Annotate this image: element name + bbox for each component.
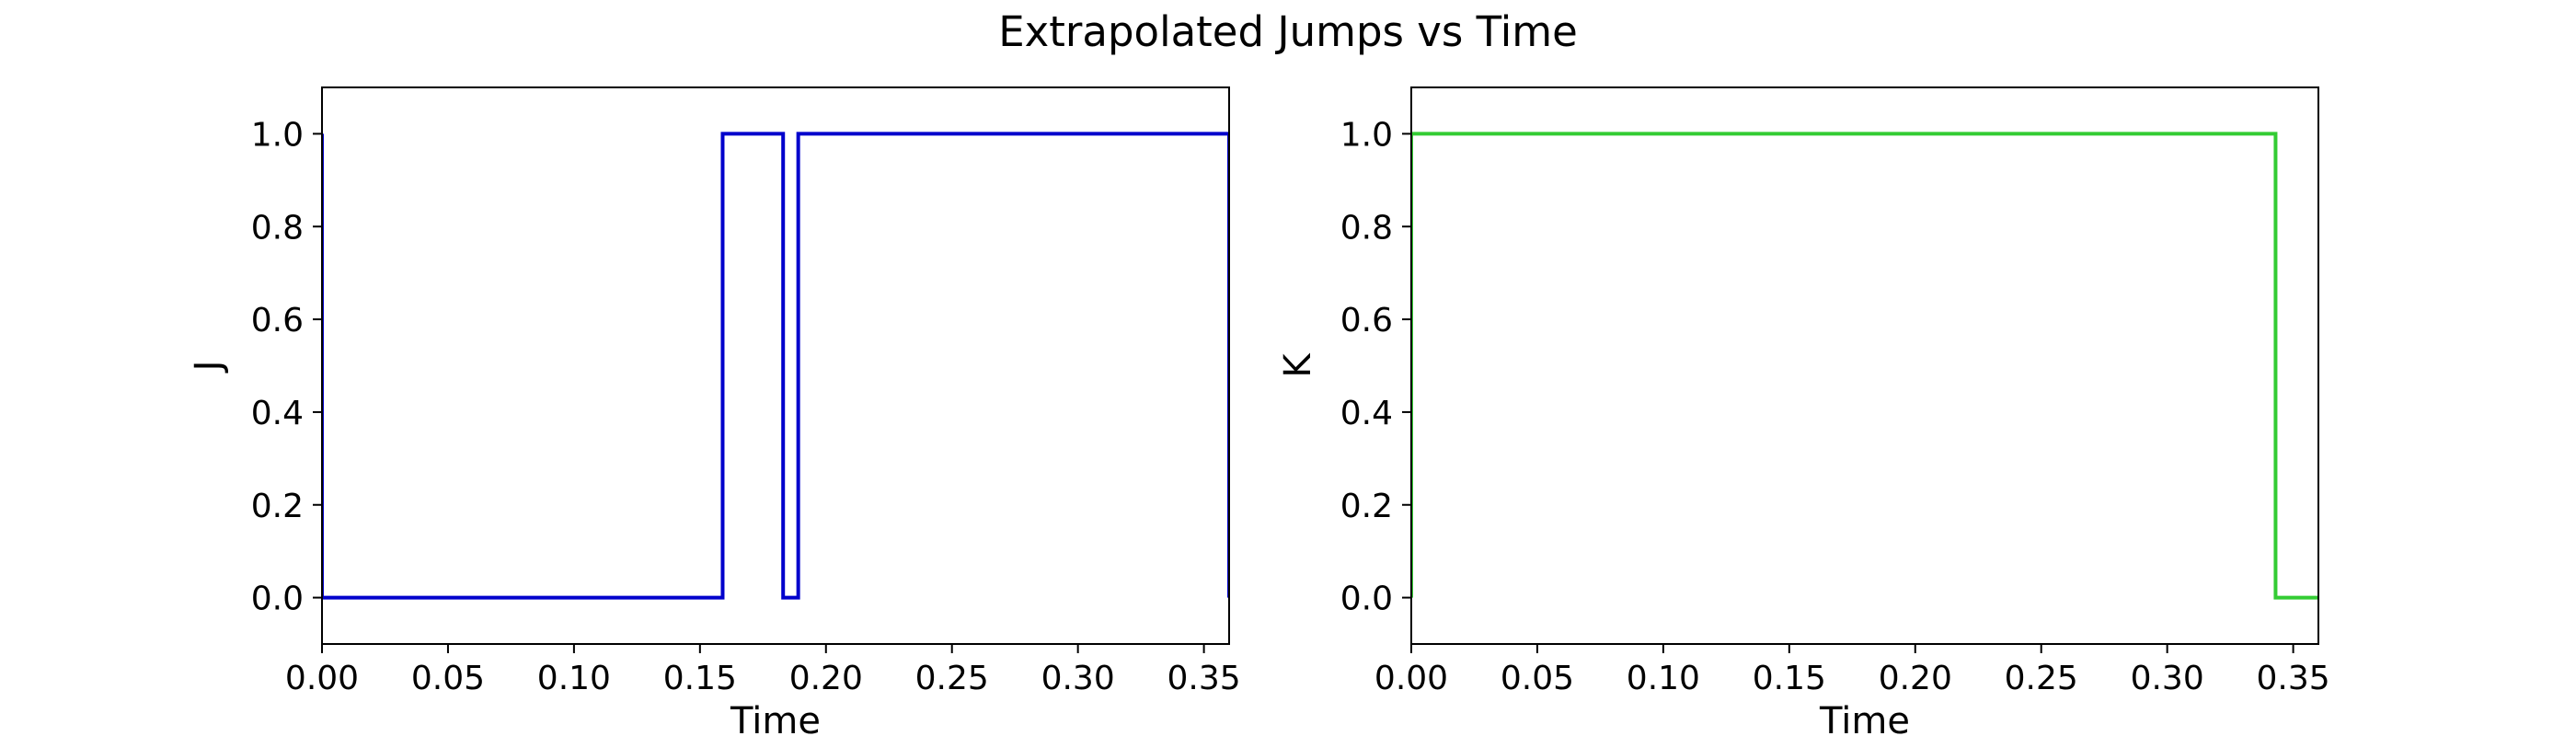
figure-title: Extrapolated Jumps vs Time — [998, 7, 1578, 56]
y-axis-label: K — [1277, 352, 1319, 378]
subplot-j: 0.00 0.05 0.10 0.15 0.20 0.25 0.30 0.35 0.0 0.2 0.… — [188, 86, 1241, 736]
x-tick-label: 0.25 — [915, 660, 989, 697]
plot-frame — [1410, 86, 2319, 645]
x-tick-label: 0.35 — [1167, 660, 1241, 697]
x-tick-label: 0.30 — [1041, 660, 1115, 697]
y-tick-label: 0.4 — [1340, 395, 1393, 432]
x-tick-label: 0.35 — [2257, 660, 2330, 697]
y-tick-label: 0.6 — [1340, 302, 1393, 339]
x-tick-label: 0.30 — [2131, 660, 2204, 697]
y-tick-label: 0.2 — [251, 488, 304, 525]
x-axis-label: Time — [730, 700, 821, 736]
y-tick-label: 0.8 — [251, 209, 304, 247]
x-tick-label: 0.15 — [1753, 660, 1826, 697]
y-tick-label: 0.4 — [251, 395, 304, 432]
x-tick-label: 0.20 — [1879, 660, 1952, 697]
x-tick-label: 0.00 — [285, 660, 359, 697]
series-line-0 — [1411, 132, 2318, 600]
y-tick-label: 1.0 — [251, 116, 304, 154]
x-axis-label: Time — [1819, 700, 1910, 736]
y-tick-label: 0.0 — [1340, 581, 1393, 618]
x-tick-label: 0.05 — [411, 660, 485, 697]
y-tick-label: 1.0 — [1340, 116, 1393, 154]
x-tick-label: 0.10 — [537, 660, 611, 697]
y-axis-label: J — [188, 361, 230, 374]
x-tick-label: 0.15 — [663, 660, 737, 697]
y-tick-label: 0.0 — [251, 581, 304, 618]
y-tick-label: 0.2 — [1340, 488, 1393, 525]
subplot-k: 0.00 0.05 0.10 0.15 0.20 0.25 0.30 0.35 0.0 0.2 0.… — [1277, 86, 2330, 736]
x-tick-label: 0.05 — [1501, 660, 1574, 697]
subplots: 0.00 0.05 0.10 0.15 0.20 0.25 0.30 0.35 0.0 0.2 0.… — [188, 86, 2330, 736]
x-tick-label: 0.25 — [2005, 660, 2078, 697]
x-tick-label: 0.20 — [789, 660, 863, 697]
x-tick-label: 0.10 — [1627, 660, 1700, 697]
y-tick-label: 0.8 — [1340, 209, 1393, 247]
plot-frame — [321, 86, 1230, 645]
x-tick-label: 0.00 — [1374, 660, 1448, 697]
y-tick-label: 0.6 — [251, 302, 304, 339]
series-line-0 — [322, 132, 1229, 600]
